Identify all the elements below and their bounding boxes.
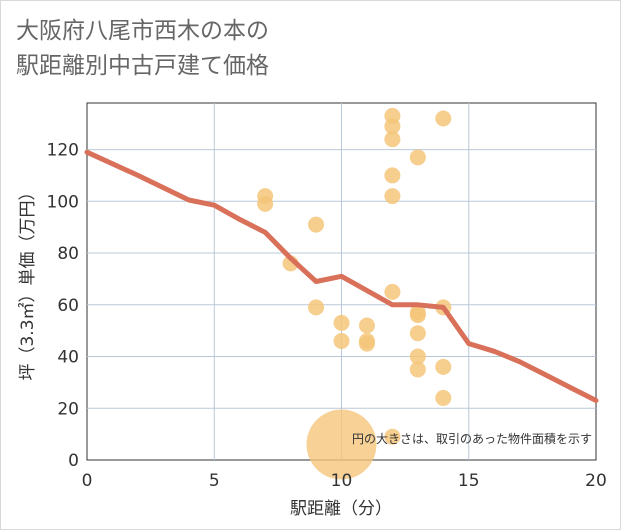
data-point xyxy=(333,333,350,349)
x-tick-label: 20 xyxy=(585,471,607,491)
gridlines xyxy=(87,103,596,460)
x-tick-label: 0 xyxy=(82,471,93,491)
y-tick-label: 80 xyxy=(57,244,79,264)
x-tick-label: 10 xyxy=(331,471,353,491)
data-point xyxy=(384,131,401,148)
data-point xyxy=(257,195,274,212)
data-point xyxy=(384,188,401,205)
data-point xyxy=(308,299,325,316)
y-axis-title: 坪（3.3㎡）単価（万円） xyxy=(18,183,38,380)
trend-line xyxy=(84,149,599,403)
data-point xyxy=(333,314,350,331)
data-point xyxy=(409,149,426,166)
x-axis-title: 駅距離（分） xyxy=(290,499,392,519)
y-tick-label: 20 xyxy=(57,399,79,419)
x-tick-label: 15 xyxy=(458,471,480,491)
data-point xyxy=(409,325,426,342)
x-tick-label: 5 xyxy=(209,471,220,491)
data-point xyxy=(384,118,401,135)
data-point xyxy=(409,361,426,378)
size-annotation: 円の大きさは、取引のあった物件面積を示す xyxy=(352,431,592,446)
data-point xyxy=(435,389,452,406)
data-point xyxy=(358,335,375,352)
y-tick-label: 120 xyxy=(47,141,79,161)
data-point xyxy=(409,307,426,324)
data-point xyxy=(384,283,401,300)
y-tick-label: 100 xyxy=(47,192,79,212)
data-point xyxy=(435,358,452,375)
axis-ticks: 0 5 10 15 20 0 20 40 60 80 100 120 xyxy=(47,141,607,491)
data-point xyxy=(409,348,426,365)
data-point xyxy=(384,428,401,445)
y-tick-label: 60 xyxy=(57,296,79,316)
chart-title-line-1: 大阪府八尾市西木の本の xyxy=(16,18,269,44)
data-point xyxy=(308,216,325,233)
data-point xyxy=(384,167,401,184)
data-point xyxy=(435,110,452,127)
chart-title-line-2: 駅距離別中古戸建て価格 xyxy=(16,53,269,79)
bubble-series xyxy=(257,107,452,480)
data-point xyxy=(306,409,377,480)
data-point xyxy=(358,317,375,334)
y-tick-label: 0 xyxy=(68,451,79,471)
chart-title: 大阪府八尾市西木の本の 駅距離別中古戸建て価格 xyxy=(16,14,269,84)
y-tick-label: 40 xyxy=(57,348,79,368)
